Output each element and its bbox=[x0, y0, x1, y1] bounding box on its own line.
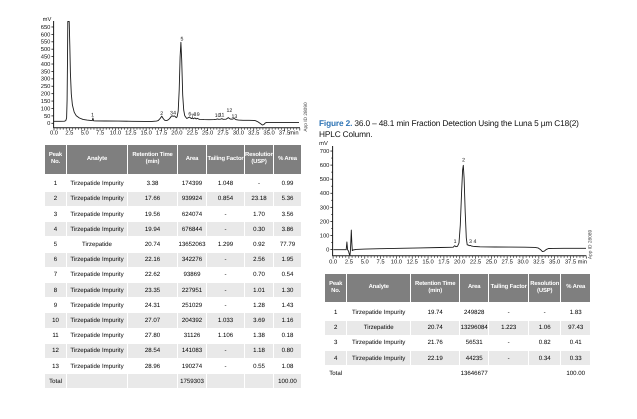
svg-text:10.0: 10.0 bbox=[391, 258, 402, 265]
svg-text:5.0: 5.0 bbox=[81, 130, 89, 137]
svg-text:650: 650 bbox=[41, 24, 51, 31]
svg-text:27.5: 27.5 bbox=[217, 130, 228, 137]
svg-text:6: 6 bbox=[188, 112, 191, 118]
svg-text:450: 450 bbox=[41, 54, 51, 61]
svg-text:min: min bbox=[578, 258, 587, 265]
svg-text:550: 550 bbox=[41, 39, 51, 46]
svg-text:35.0: 35.0 bbox=[263, 130, 274, 137]
svg-text:15.0: 15.0 bbox=[422, 258, 433, 265]
svg-text:2: 2 bbox=[160, 111, 163, 117]
svg-text:5.0: 5.0 bbox=[361, 258, 369, 265]
svg-text:17.5: 17.5 bbox=[156, 131, 167, 137]
svg-text:App ID 28089: App ID 28089 bbox=[588, 230, 594, 260]
svg-text:600: 600 bbox=[41, 31, 51, 38]
svg-text:15.0: 15.0 bbox=[141, 130, 152, 137]
svg-text:25.0: 25.0 bbox=[202, 130, 213, 137]
svg-text:3: 3 bbox=[469, 239, 472, 245]
svg-text:7: 7 bbox=[191, 113, 194, 119]
svg-text:1: 1 bbox=[454, 239, 457, 245]
svg-text:App ID 28090: App ID 28090 bbox=[303, 102, 309, 132]
svg-text:0.0: 0.0 bbox=[329, 258, 337, 265]
svg-text:17.5: 17.5 bbox=[438, 259, 449, 265]
svg-text:30.0: 30.0 bbox=[233, 130, 244, 137]
svg-text:mV: mV bbox=[319, 141, 328, 147]
svg-text:150: 150 bbox=[41, 98, 51, 105]
svg-text:10.0: 10.0 bbox=[110, 130, 121, 137]
svg-text:10: 10 bbox=[215, 113, 221, 119]
svg-text:500: 500 bbox=[41, 46, 51, 53]
svg-text:12.5: 12.5 bbox=[125, 130, 136, 137]
svg-text:mV: mV bbox=[43, 17, 52, 23]
svg-text:0.0: 0.0 bbox=[50, 130, 58, 137]
svg-text:25.0: 25.0 bbox=[486, 258, 497, 265]
svg-text:20.0: 20.0 bbox=[171, 130, 182, 137]
svg-text:11: 11 bbox=[219, 113, 224, 119]
svg-text:22.5: 22.5 bbox=[470, 258, 481, 265]
svg-text:20.0: 20.0 bbox=[454, 258, 465, 265]
svg-text:8: 8 bbox=[194, 112, 197, 118]
svg-text:700: 700 bbox=[320, 148, 330, 155]
svg-text:27.5: 27.5 bbox=[502, 258, 513, 265]
svg-text:500: 500 bbox=[320, 176, 330, 183]
svg-text:600: 600 bbox=[320, 162, 330, 169]
svg-text:22.5: 22.5 bbox=[187, 130, 198, 137]
svg-text:37.5: 37.5 bbox=[279, 130, 290, 137]
svg-text:4: 4 bbox=[173, 111, 176, 117]
svg-text:350: 350 bbox=[41, 68, 51, 75]
svg-text:2.5: 2.5 bbox=[65, 130, 73, 137]
svg-text:12.5: 12.5 bbox=[407, 258, 418, 265]
svg-text:3: 3 bbox=[170, 111, 173, 117]
svg-text:35.0: 35.0 bbox=[549, 258, 560, 265]
svg-text:2: 2 bbox=[462, 157, 465, 163]
svg-text:50: 50 bbox=[44, 113, 50, 120]
svg-text:30.0: 30.0 bbox=[517, 258, 528, 265]
svg-text:4: 4 bbox=[474, 239, 477, 245]
svg-text:300: 300 bbox=[320, 204, 330, 211]
svg-text:min: min bbox=[289, 130, 298, 137]
svg-text:250: 250 bbox=[41, 83, 51, 90]
svg-text:400: 400 bbox=[41, 61, 51, 68]
svg-text:0: 0 bbox=[47, 120, 50, 127]
svg-text:32.5: 32.5 bbox=[248, 130, 259, 137]
svg-text:37.5: 37.5 bbox=[565, 258, 576, 265]
svg-text:0: 0 bbox=[326, 247, 329, 254]
svg-text:9: 9 bbox=[197, 112, 200, 118]
svg-text:7.5: 7.5 bbox=[96, 131, 104, 137]
svg-text:100: 100 bbox=[320, 232, 330, 239]
svg-text:200: 200 bbox=[320, 218, 330, 225]
svg-text:13: 13 bbox=[232, 114, 238, 120]
svg-text:100: 100 bbox=[41, 105, 51, 112]
svg-text:5: 5 bbox=[181, 37, 184, 43]
svg-text:2.5: 2.5 bbox=[345, 258, 353, 265]
svg-text:400: 400 bbox=[320, 190, 330, 197]
svg-text:200: 200 bbox=[41, 91, 51, 98]
svg-text:300: 300 bbox=[41, 76, 51, 83]
svg-text:7.5: 7.5 bbox=[377, 259, 385, 265]
svg-text:32.5: 32.5 bbox=[533, 258, 544, 265]
svg-text:1: 1 bbox=[91, 112, 94, 118]
svg-text:12: 12 bbox=[227, 108, 233, 114]
